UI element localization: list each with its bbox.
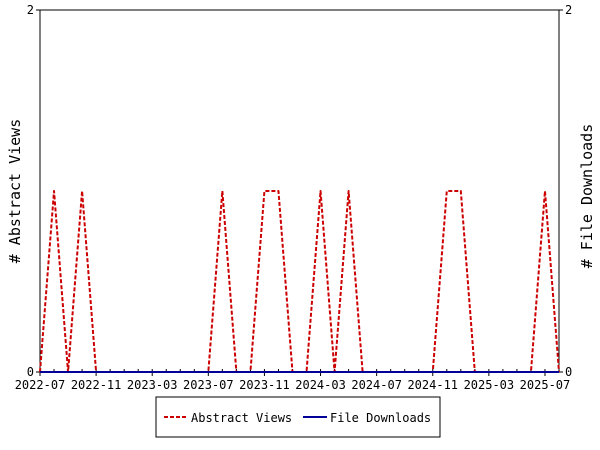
y-right-axis-label: # File Downloads (578, 124, 596, 269)
x-tick-label: 2025-07 (520, 378, 571, 392)
legend-label-file-downloads: File Downloads (330, 411, 431, 425)
x-tick-label: 2023-11 (239, 378, 290, 392)
x-tick-label: 2022-07 (15, 378, 66, 392)
x-tick-label: 2023-03 (127, 378, 178, 392)
y-axes: 0 2 0 2 (27, 3, 572, 379)
x-tick-label: 2023-07 (183, 378, 234, 392)
x-tick-label: 2025-03 (464, 378, 515, 392)
x-tick-label: 2024-03 (295, 378, 346, 392)
legend-box (155, 396, 441, 438)
legend: Abstract Views File Downloads (155, 396, 441, 438)
y-left-tick-label: 2 (27, 3, 34, 17)
y-right-tick-label: 0 (565, 365, 572, 379)
series-layer (39, 190, 560, 373)
y-left-axis-label: # Abstract Views (6, 119, 24, 264)
x-tick-label: 2024-07 (351, 378, 402, 392)
x-axis: 2022-07 2022-11 2023-03 2023-07 2023-11 2024-… (15, 369, 571, 392)
x-tick-label: 2024-11 (407, 378, 458, 392)
y-left-tick-label: 0 (27, 365, 34, 379)
x-tick-label: 2022-11 (71, 378, 122, 392)
y-right-tick-label: 2 (565, 3, 572, 17)
legend-label-abstract-views: Abstract Views (191, 411, 292, 425)
